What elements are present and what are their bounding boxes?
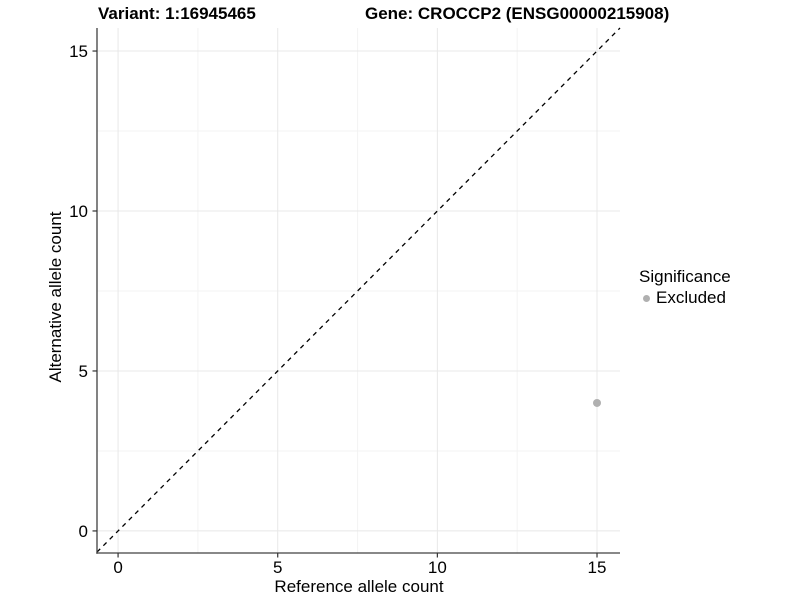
gene-title: Gene: CROCCP2 (ENSG00000215908) [365,4,670,23]
y-axis-title: Alternative allele count [46,211,65,383]
x-tick-label: 5 [273,558,282,577]
legend-title: Significance [639,267,731,286]
excluded-point-icon [643,294,650,302]
y-tick-label: 15 [69,42,88,61]
y-tick-label: 0 [79,522,88,541]
legend-key [639,291,654,306]
identity-line [96,27,621,553]
legend-item-label: Excluded [656,288,726,307]
x-axis-title: Reference allele count [274,577,444,596]
data-point [593,398,602,407]
x-tick-label: 0 [113,558,122,577]
x-tick-label: 15 [588,558,607,577]
variant-title: Variant: 1:16945465 [98,4,256,23]
legend-item-excluded: Excluded [639,288,731,308]
y-tick-label: 5 [79,362,88,381]
y-tick-label: 10 [69,202,88,221]
legend: Significance Excluded [639,267,731,308]
x-tick-label: 10 [428,558,447,577]
